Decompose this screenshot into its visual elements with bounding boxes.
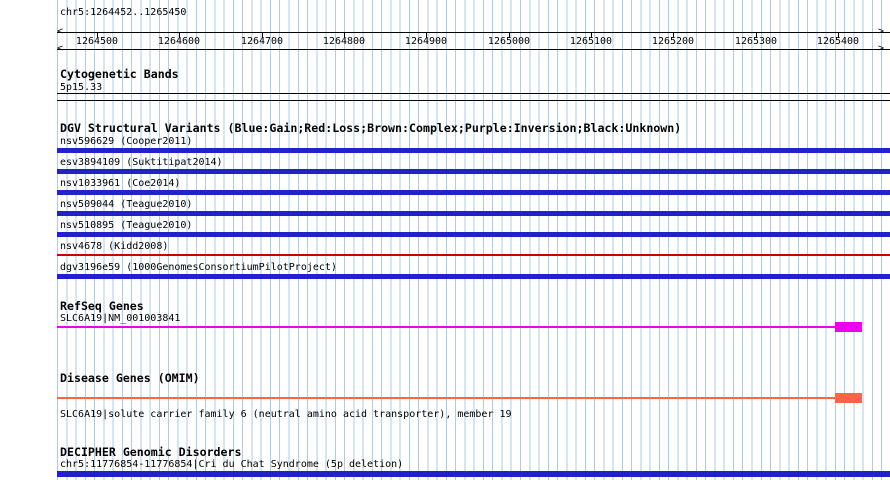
variant-bar[interactable]: [57, 148, 890, 153]
ruler-tick: [756, 33, 757, 38]
cytoband-bar[interactable]: [57, 93, 890, 101]
variant-row: nsv509044 (Teague2010): [0, 199, 890, 220]
omim-gene-exon[interactable]: [835, 393, 862, 403]
ruler-tick: [509, 33, 510, 38]
variant-row: dgv3196e59 (1000GenomesConsortiumPilotPr…: [0, 262, 890, 283]
ruler-tick: [591, 33, 592, 38]
decipher-entry-label: chr5:11776854-11776854|Cri du Chat Syndr…: [60, 459, 404, 470]
ruler-tick: [673, 33, 674, 38]
ruler-tick: [838, 33, 839, 38]
ruler-tick: [97, 33, 98, 38]
variant-bar[interactable]: [57, 211, 890, 216]
ruler-tick: [179, 33, 180, 38]
ruler-tick-label: 1265100: [569, 36, 613, 47]
refseq-gene-exon[interactable]: [835, 322, 862, 332]
variant-label: dgv3196e59 (1000GenomesConsortiumPilotPr…: [60, 262, 337, 273]
variant-label: nsv509044 (Teague2010): [60, 199, 193, 210]
refseq-track-title: RefSeq Genes: [60, 299, 144, 313]
left-arrow-icon[interactable]: <: [57, 26, 64, 37]
refseq-gene-label: SLC6A19|NM_001003841: [60, 313, 181, 324]
ruler-line-top: [57, 32, 890, 33]
omim-gene-label: SLC6A19|solute carrier family 6 (neutral…: [60, 409, 512, 420]
refseq-gene-line[interactable]: [57, 326, 862, 328]
ruler-tick-label: 1265300: [734, 36, 778, 47]
omim-gene-line[interactable]: [57, 397, 862, 399]
variant-row: nsv4678 (Kidd2008): [0, 241, 890, 262]
dgv-track-title: DGV Structural Variants (Blue:Gain;Red:L…: [60, 121, 682, 135]
ruler-tick-label: 1264900: [404, 36, 448, 47]
right-arrow-icon[interactable]: >: [878, 43, 885, 54]
variant-label: nsv4678 (Kidd2008): [60, 241, 169, 252]
region-label: chr5:1264452..1265450: [60, 7, 187, 18]
grid-background: [57, 0, 890, 480]
left-arrow-icon[interactable]: <: [57, 43, 64, 54]
cytoband-track-title: Cytogenetic Bands: [60, 67, 179, 81]
decipher-track-title: DECIPHER Genomic Disorders: [60, 445, 242, 459]
right-arrow-icon[interactable]: >: [878, 26, 885, 37]
variant-bar[interactable]: [57, 169, 890, 174]
cytoband-label: 5p15.33: [60, 82, 103, 93]
ruler-tick-label: 1264500: [75, 36, 119, 47]
variant-row: nsv596629 (Cooper2011): [0, 136, 890, 157]
variant-label: nsv596629 (Cooper2011): [60, 136, 193, 147]
ruler-tick-label: 1265000: [487, 36, 531, 47]
ruler-tick-label: 1265200: [651, 36, 695, 47]
ruler-tick-label: 1265400: [816, 36, 860, 47]
ruler-tick-label: 1264600: [157, 36, 201, 47]
variant-label: nsv1033961 (Coe2014): [60, 178, 181, 189]
ruler-tick-label: 1264700: [240, 36, 284, 47]
decipher-bar[interactable]: [57, 471, 890, 477]
variant-row: nsv510895 (Teague2010): [0, 220, 890, 241]
variant-bar[interactable]: [57, 274, 890, 279]
omim-track-title: Disease Genes (OMIM): [60, 371, 200, 385]
variant-row: esv3894109 (Suktitipat2014): [0, 157, 890, 178]
ruler-tick: [262, 33, 263, 38]
ruler-tick: [344, 33, 345, 38]
variant-bar[interactable]: [57, 190, 890, 195]
ruler-line-bottom: [57, 49, 890, 50]
variant-bar[interactable]: [57, 232, 890, 237]
ruler-tick-label: 1264800: [322, 36, 366, 47]
variant-label: nsv510895 (Teague2010): [60, 220, 193, 231]
ruler-tick: [426, 33, 427, 38]
variant-label: esv3894109 (Suktitipat2014): [60, 157, 223, 168]
variant-bar[interactable]: [57, 254, 890, 256]
variant-row: nsv1033961 (Coe2014): [0, 178, 890, 199]
